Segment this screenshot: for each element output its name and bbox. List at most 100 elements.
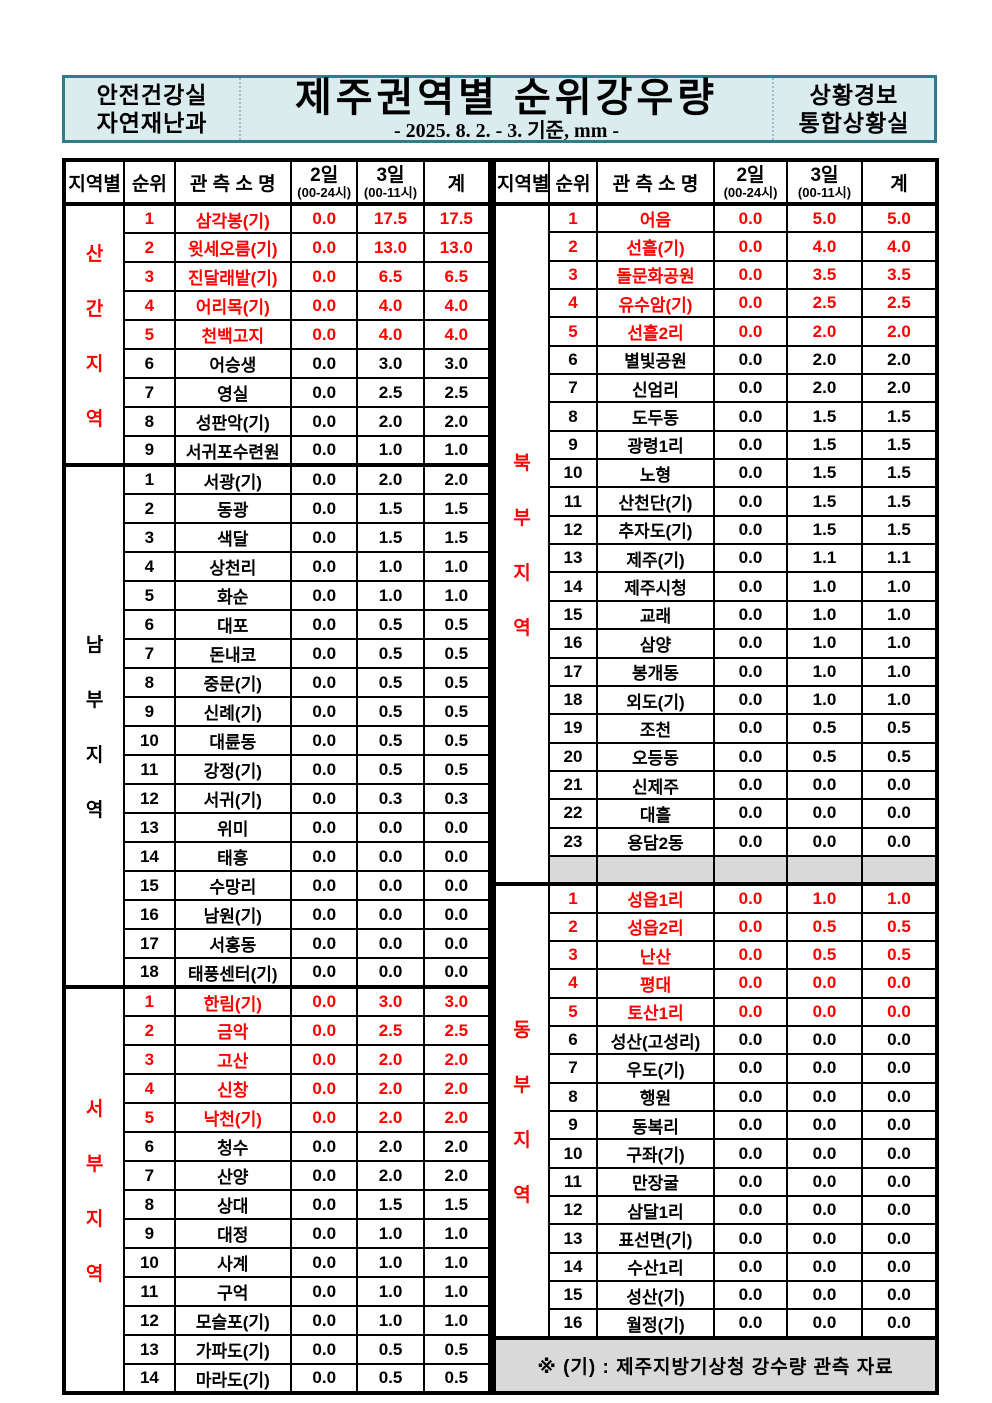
station-name-cell: 우도(기) [596, 1053, 715, 1084]
rank-cell: 11 [123, 1276, 176, 1307]
day3-value-cell: 1.0 [356, 435, 425, 466]
day3-value-cell: 0.0 [786, 1166, 863, 1198]
day2-value-cell: 0.0 [713, 1280, 788, 1311]
day3-value-cell: 0.0 [786, 1053, 863, 1084]
rank-cell: 5 [548, 316, 598, 347]
rank-cell: 10 [123, 725, 176, 756]
rank-cell: 8 [123, 667, 176, 698]
day3-value-cell: 0.0 [786, 1138, 863, 1169]
station-row: 7 영실 0.0 2.5 2.5 [64, 377, 492, 408]
station-name-cell: 노형 [596, 458, 715, 489]
total-value-cell: 0.0 [422, 870, 492, 901]
station-row: 12 삼달1리 0.0 0.0 0.0 [494, 1195, 938, 1226]
total-value-cell: 0.5 [861, 713, 938, 744]
station-row: 12 모슬포(기) 0.0 1.0 1.0 [64, 1305, 492, 1336]
station-name-cell: 수망리 [173, 870, 293, 901]
station-name-cell: 유수암(기) [596, 288, 715, 319]
station-name-cell: 도두동 [596, 401, 715, 432]
day3-value-cell: 0.0 [786, 1081, 863, 1113]
total-value-cell: 1.0 [861, 599, 938, 631]
day2-value-cell: 0.0 [290, 348, 359, 379]
day3-value-cell: 1.0 [786, 684, 863, 716]
rank-cell: 6 [548, 344, 598, 376]
rank-cell: 4 [123, 1073, 176, 1104]
station-row: 2 윗세오름(기) 0.0 13.0 13.0 [64, 232, 492, 263]
page-subtitle: - 2025. 8. 2. - 3. 기준, mm - [393, 119, 620, 142]
station-name-cell: 진달래밭(기) [173, 261, 293, 292]
station-row: 산 간 지 역 1 삼각봉(기) 0.0 17.5 17.5 [62, 202, 492, 466]
station-row: 2 금악 0.0 2.5 2.5 [64, 1015, 492, 1046]
day2-value-cell: 0.0 [713, 1053, 788, 1084]
day3-value-cell: 0.0 [356, 870, 425, 901]
rank-cell: 6 [123, 348, 176, 379]
station-name-cell: 모슬포(기) [173, 1305, 293, 1336]
station-name-cell: 성읍1리 [596, 882, 715, 914]
department-line1: 안전건강실 [96, 81, 208, 108]
rank-cell: 5 [123, 319, 176, 350]
station-row: 11 만장굴 0.0 0.0 0.0 [494, 1166, 938, 1198]
total-value-cell: 1.5 [422, 522, 492, 553]
station-name-cell: 난산 [596, 939, 715, 971]
station-row: 16 남원(기) 0.0 0.0 0.0 [64, 899, 492, 930]
station-name-cell: 대륜동 [173, 725, 293, 756]
total-value-cell: 0.5 [422, 638, 492, 669]
rank-cell: 14 [123, 841, 176, 872]
station-name-cell: 수산1리 [596, 1251, 715, 1283]
station-name-cell: 구좌(기) [596, 1138, 715, 1169]
department-box: 안전건강실 자연재난과 [65, 78, 241, 140]
station-name-cell: 청수 [173, 1131, 293, 1162]
day2-value-cell: 0.0 [713, 628, 788, 659]
rank-cell: 1 [548, 882, 598, 914]
station-name-cell: 서귀포수련원 [173, 435, 293, 466]
spacer-cell [713, 854, 788, 886]
day3-value-cell: 1.0 [786, 882, 863, 914]
col-header-rank: 순위 [548, 159, 598, 205]
day3-value-cell: 2.0 [356, 1131, 425, 1162]
region-label-char: 지 [85, 353, 104, 375]
total-value-cell: 2.5 [422, 377, 492, 408]
day3-value-cell: 2.0 [356, 1044, 425, 1075]
page-title: 제주권역별 순위강우량 [294, 75, 719, 120]
day3-value-cell: 1.0 [356, 1247, 425, 1278]
total-value-cell: 1.0 [861, 656, 938, 687]
rank-cell: 16 [548, 628, 598, 659]
day3-value-cell: 0.0 [786, 798, 863, 829]
day2-value-cell: 0.0 [290, 841, 359, 872]
station-name-cell: 오등동 [596, 741, 715, 772]
day2-value-cell: 0.0 [713, 1024, 788, 1056]
station-name-cell: 성산(기) [596, 1280, 715, 1311]
station-row: 17 봉개동 0.0 1.0 1.0 [494, 656, 938, 687]
station-row: 남 부 지 역 1 서광(기) 0.0 2.0 2.0 [62, 463, 492, 988]
station-name-cell: 행원 [596, 1081, 715, 1113]
day3-value-cell: 0.5 [356, 1334, 425, 1365]
station-row: 23 용담2동 0.0 0.0 0.0 [494, 826, 938, 857]
rank-cell: 7 [548, 373, 598, 404]
rank-cell: 9 [123, 696, 176, 727]
day3-value-cell: 1.0 [356, 1305, 425, 1336]
day3-value-cell: 1.5 [356, 1189, 425, 1220]
station-row: 9 대정 0.0 1.0 1.0 [64, 1218, 492, 1249]
station-name-cell: 윗세오름(기) [173, 232, 293, 263]
day2-value-cell: 0.0 [713, 401, 788, 432]
spacer-row [494, 854, 938, 886]
total-value-cell: 1.5 [861, 458, 938, 489]
station-row: 10 구좌(기) 0.0 0.0 0.0 [494, 1138, 938, 1169]
total-value-cell: 6.5 [422, 261, 492, 292]
rank-cell: 2 [123, 232, 176, 263]
col-header-region: 지역별 [62, 159, 126, 205]
rank-cell: 8 [123, 1189, 176, 1220]
station-row: 4 평대 0.0 0.0 0.0 [494, 968, 938, 999]
station-name-cell: 낙천(기) [173, 1102, 293, 1133]
rank-cell: 4 [548, 968, 598, 999]
day2-value-cell: 0.0 [713, 373, 788, 404]
rank-cell: 8 [123, 406, 176, 437]
station-row: 11 산천단(기) 0.0 1.5 1.5 [494, 486, 938, 517]
day2-value-cell: 0.0 [713, 288, 788, 319]
region-label-char: 역 [513, 1185, 531, 1206]
total-value-cell: 0.0 [861, 996, 938, 1027]
station-row: 12 추자도(기) 0.0 1.5 1.5 [494, 514, 938, 546]
day3-value-cell: 1.5 [356, 522, 425, 553]
day2-value-cell: 0.0 [713, 231, 788, 262]
station-name-cell: 대흘 [596, 798, 715, 829]
